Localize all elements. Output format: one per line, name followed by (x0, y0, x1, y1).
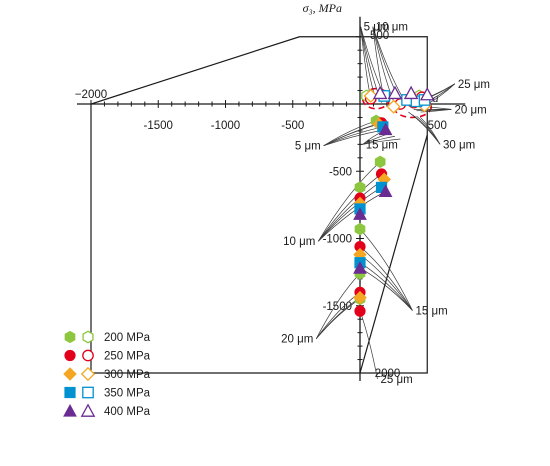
legend-label: 400 MPa (104, 406, 151, 418)
failure-envelope-layer (90, 36, 428, 374)
annotation-leader-lines (315, 26, 456, 380)
annotation-leader-line (318, 173, 382, 242)
legend-entry: 300 MPa (63, 366, 151, 382)
annotation-leader-line (315, 273, 361, 339)
annotation-leader-line (318, 161, 381, 242)
data-point-triangle (403, 85, 419, 100)
data-point-triangle (353, 261, 367, 274)
failure-envelope (90, 36, 428, 374)
data-point-diamond (80, 366, 96, 382)
data-point-triangle (63, 403, 77, 417)
data-point-hexagon (82, 330, 94, 344)
data-point-triangle (419, 87, 435, 101)
legend-entry: 400 MPa (63, 403, 151, 418)
annotation-leader-line (362, 135, 396, 145)
annotation-label: 15 μm (366, 139, 398, 151)
annotation-label: 15 μm (415, 305, 447, 317)
legend-entry: 350 MPa (64, 386, 151, 400)
y-tick-label: -1500 (323, 301, 352, 313)
axes-layer: −2000-1500 -1000 -500 500500-500-1000-1500−… (75, 1, 466, 381)
annotation-label: 5 μm (295, 141, 321, 153)
annotation-label: 10 μm (376, 22, 408, 34)
annotation-leader-line (359, 262, 413, 311)
x-tick-label: -1000 (211, 120, 240, 132)
annotation-label: 20 μm (281, 334, 313, 346)
data-point-circle (82, 349, 94, 362)
data-point-triangle (372, 85, 388, 100)
data-point-hexagon (354, 181, 366, 194)
annotation-leader-line (318, 187, 382, 242)
data-point-triangle (378, 184, 393, 198)
y-axis-title: σ₃, MPa (303, 1, 342, 15)
legend-entry: 200 MPa (64, 330, 151, 344)
data-point-hexagon (374, 155, 386, 168)
legend: 200 MPa 250 MPa 300 MPa 350 MPa 400 MPa (63, 330, 151, 418)
data-points (353, 85, 435, 317)
x-tick-label: 500 (428, 120, 447, 132)
annotation-leader-line (359, 228, 413, 311)
annotation-leader-line (318, 191, 386, 242)
shear-boundary-line (359, 134, 428, 374)
data-point-triangle (387, 85, 403, 100)
data-point-square (82, 386, 94, 399)
annotation-leader-line (362, 138, 401, 145)
x-tick-label: -1500 (144, 120, 173, 132)
annotation-label: 10 μm (283, 236, 315, 248)
annotation-label: 30 μm (443, 139, 475, 151)
y-tick-label: -500 (329, 166, 352, 178)
annotation-label: 5 μm (364, 22, 390, 34)
data-point-square (64, 386, 76, 399)
annotation-label: 25 μm (380, 374, 412, 386)
data-point-diamond (353, 290, 367, 305)
legend-label: 300 MPa (104, 369, 151, 381)
data-point-triangle (80, 403, 96, 417)
legend-label: 200 MPa (104, 332, 151, 344)
data-point-diamond (63, 367, 77, 381)
data-point-triangle (353, 207, 367, 220)
x-tick-label: −2000 (75, 89, 107, 101)
x-tick-label: -500 (281, 120, 304, 132)
data-point-circle (354, 305, 366, 317)
data-point-diamond (386, 99, 401, 114)
legend-label: 350 MPa (104, 388, 151, 400)
legend-label: 250 MPa (104, 351, 151, 363)
annotation-leader-line (420, 117, 441, 145)
y-tick-label: -1000 (323, 234, 352, 246)
annotation-label: 25 μm (458, 79, 490, 91)
annotation-leader-line (359, 246, 413, 311)
legend-entry: 250 MPa (64, 349, 151, 363)
data-point-circle (64, 349, 76, 362)
annotation-leader-line (359, 267, 413, 311)
data-point-triangle (378, 122, 393, 136)
data-point-hexagon (64, 330, 76, 344)
annotation-leader-line (420, 109, 452, 113)
data-point-hexagon (354, 222, 366, 236)
annotation-label: 20 μm (454, 104, 486, 116)
